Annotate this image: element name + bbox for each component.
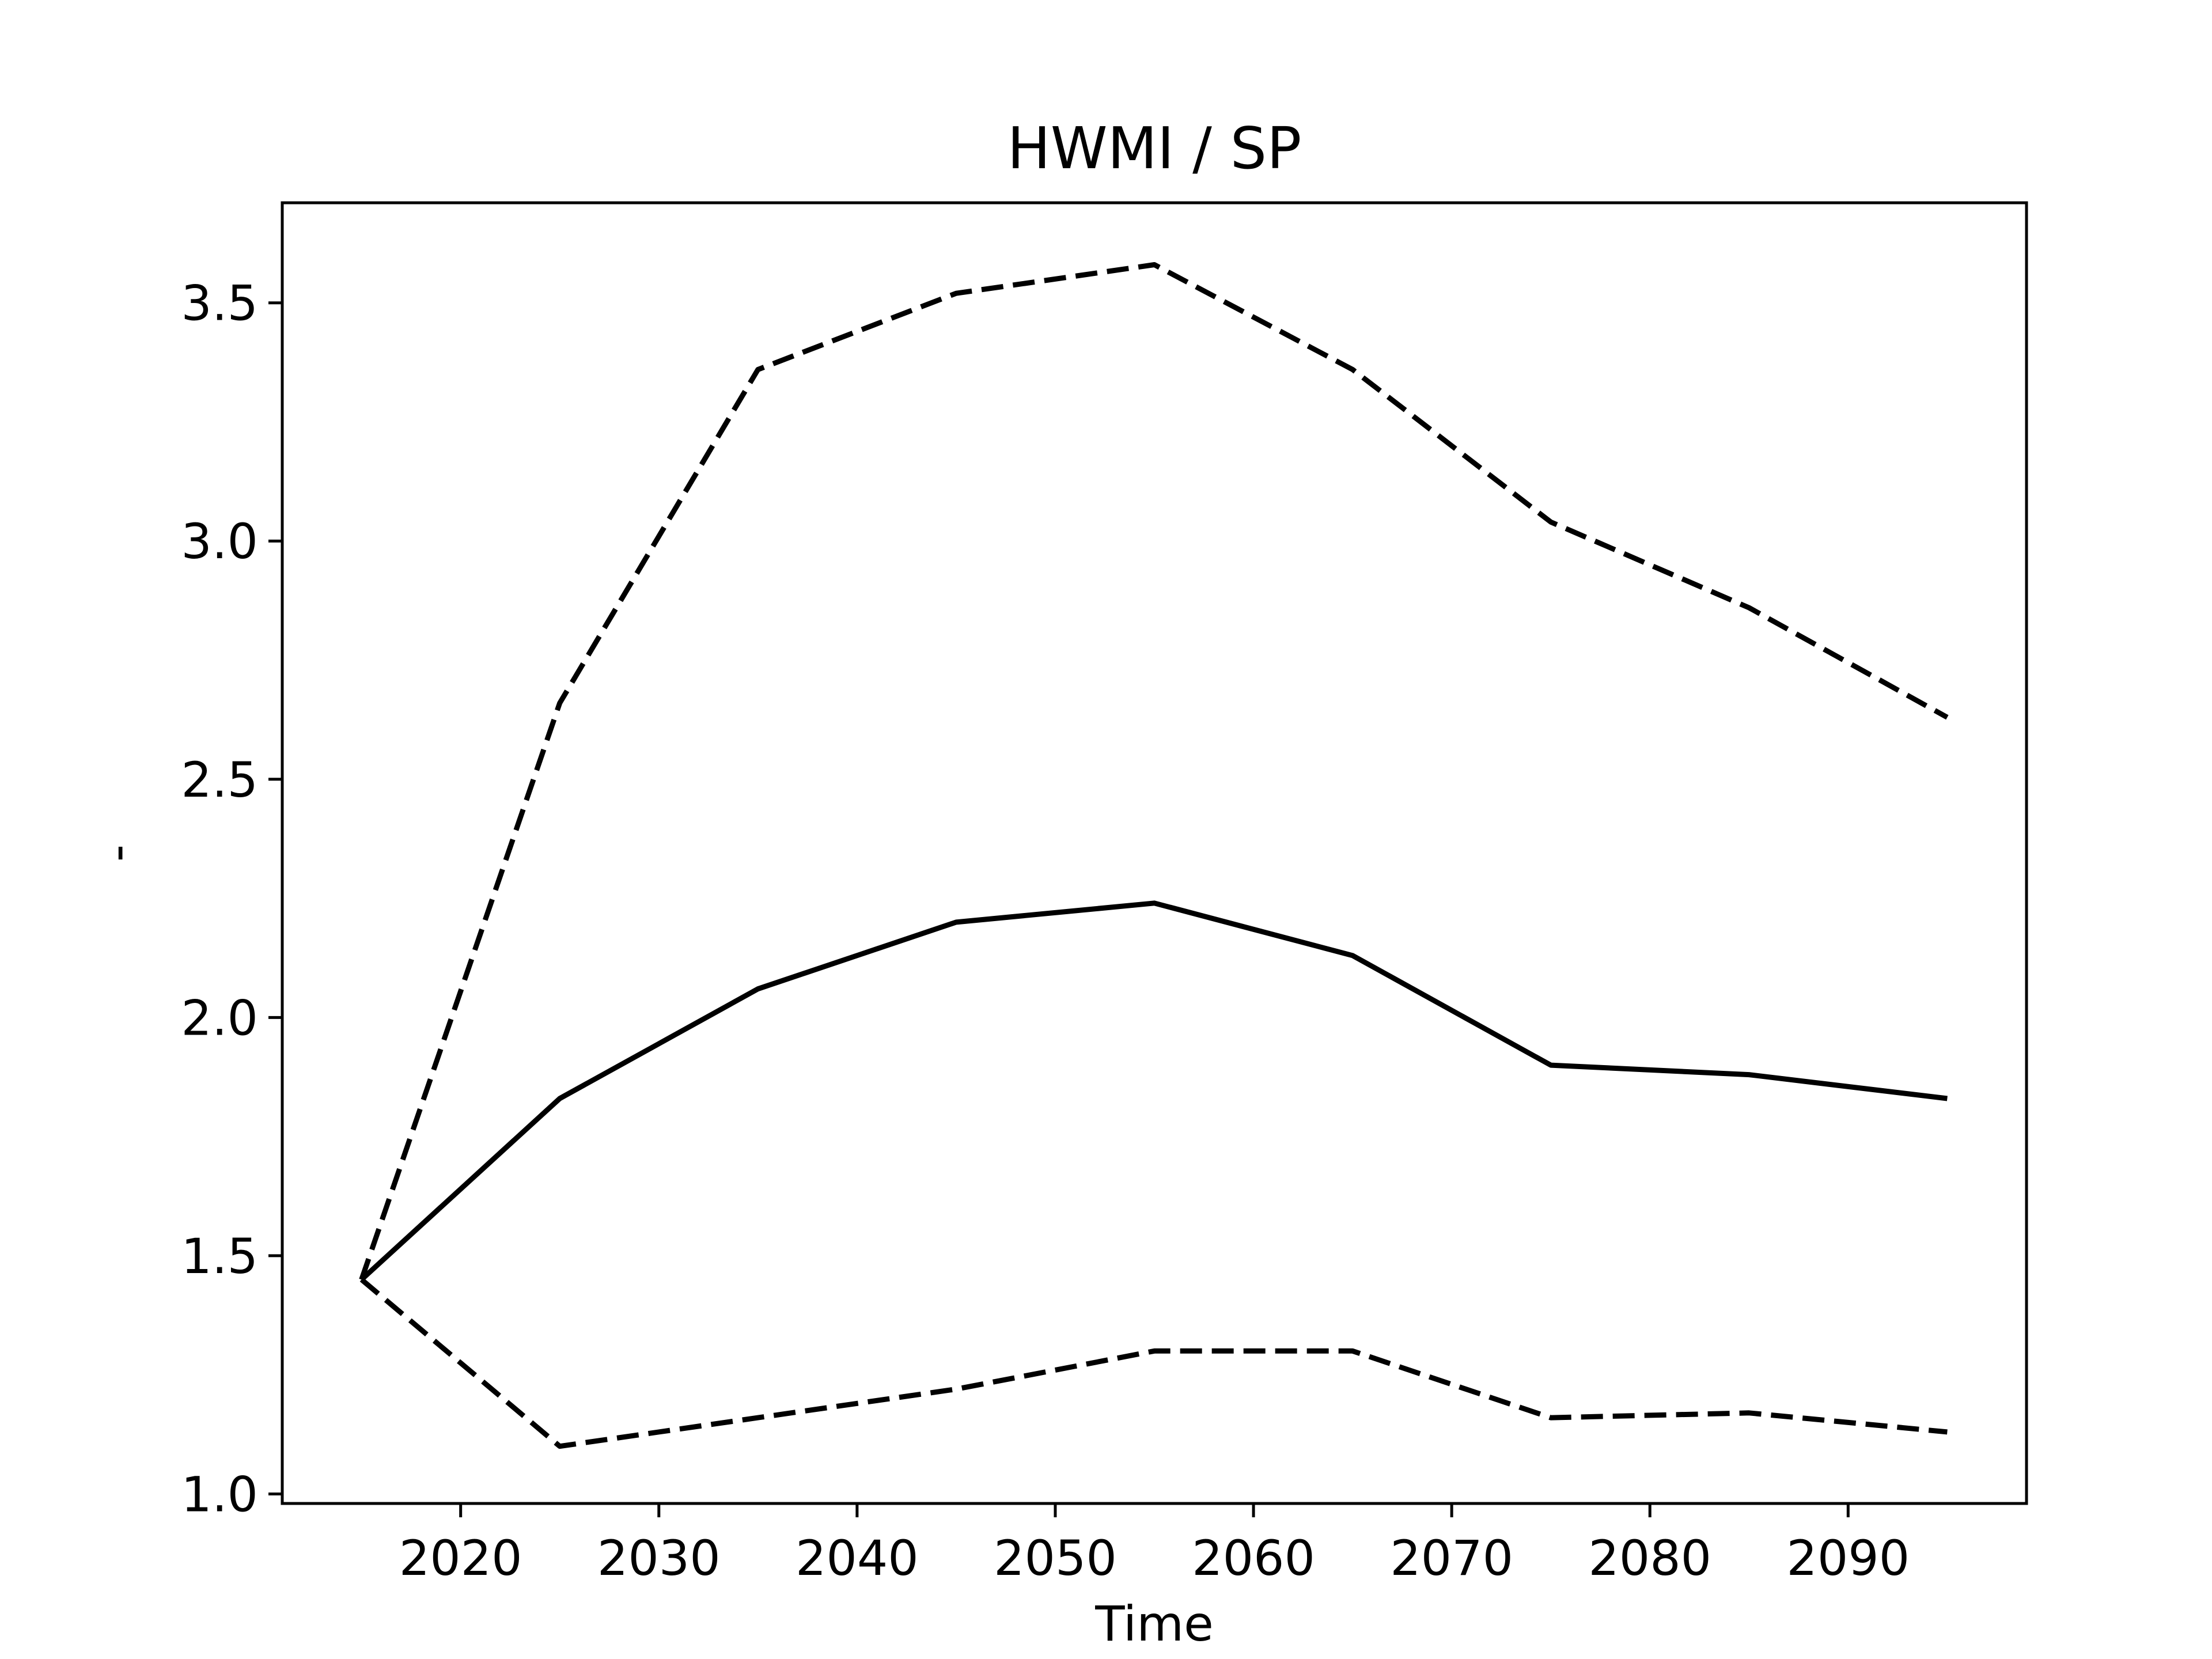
- x-tick-label: 2060: [1192, 1530, 1315, 1586]
- x-axis-label: Time: [1094, 1596, 1214, 1652]
- y-tick-label: 2.5: [181, 752, 258, 808]
- x-tick-label: 2080: [1588, 1530, 1711, 1586]
- y-tick-label: 3.5: [181, 275, 258, 332]
- x-tick-label: 2030: [597, 1530, 721, 1586]
- plot-frame: [281, 201, 2028, 1505]
- y-axis-label: -: [89, 844, 145, 862]
- plot-background: [282, 203, 2027, 1503]
- plot-area: [281, 201, 2028, 1505]
- x-tick-label: 2020: [399, 1530, 522, 1586]
- dashed-series-line: [359, 1277, 1948, 1449]
- x-tick-label: 2070: [1390, 1530, 1513, 1586]
- x-tick-label: 2040: [796, 1530, 919, 1586]
- series-layer: [359, 262, 1949, 1449]
- y-tick-label: 2.0: [181, 990, 258, 1046]
- y-tick-label: 1.0: [181, 1466, 258, 1522]
- x-tick-label: 2050: [994, 1530, 1117, 1586]
- y-tick-label: 3.0: [181, 513, 258, 570]
- solid-series-line: [359, 900, 1948, 1282]
- dashed-series-line: [359, 262, 1949, 1281]
- y-tick-label: 1.5: [181, 1228, 258, 1285]
- x-tick-label: 2090: [1786, 1530, 1910, 1586]
- x-axis: 2020 2030 2040 2050 2060 2070 2080 2090: [399, 1503, 1910, 1586]
- y-axis: 1.0 1.5 2.0 2.5 3.0 3.5: [181, 275, 282, 1522]
- chart-title: HWMI / SP: [1007, 115, 1302, 182]
